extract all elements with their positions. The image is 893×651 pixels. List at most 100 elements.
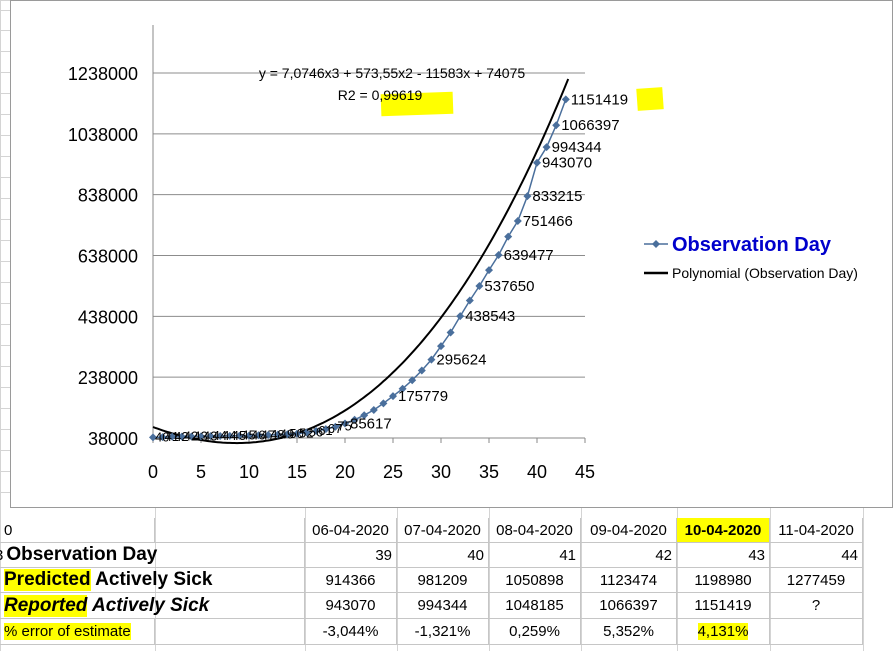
data-label: 42: [174, 429, 188, 444]
data-point: [235, 431, 244, 440]
x-tick-label: 0: [148, 462, 158, 482]
reported-cell[interactable]: 994344: [397, 593, 489, 619]
data-point: [293, 429, 301, 438]
date-header-cell[interactable]: 11-04-2020: [770, 518, 863, 543]
observation-day-cell[interactable]: 41: [489, 543, 581, 568]
data-point: [312, 427, 321, 436]
empty-cell[interactable]: [155, 619, 305, 645]
r2-highlight: [380, 91, 454, 117]
data-point: [389, 392, 397, 401]
data-point: [168, 432, 177, 441]
reported-cell[interactable]: 1066397: [581, 593, 677, 619]
legend[interactable]: Observation Day Polynomial (Observation …: [644, 234, 858, 281]
x-tick-label: 20: [335, 462, 355, 482]
data-label: 52: [299, 426, 313, 441]
data-point: [465, 296, 474, 305]
x-tick-label: 25: [383, 462, 403, 482]
data-label: 75: [337, 419, 351, 434]
error-value: -3,044%: [322, 623, 379, 640]
y-tick-label: 38000: [88, 429, 138, 449]
data-point: [273, 430, 282, 439]
legend-series-marker: [652, 240, 660, 248]
x-tick-label: 45: [575, 462, 595, 482]
predicted-cell[interactable]: 1123474: [581, 568, 677, 593]
data-point: [369, 406, 378, 415]
data-point: [379, 399, 388, 408]
x-tick-label: 35: [479, 462, 499, 482]
data-point: [206, 432, 215, 441]
observation-day-cell[interactable]: 42: [581, 543, 677, 568]
chart-area[interactable]: [10, 0, 893, 508]
x-tick-label: 30: [431, 462, 451, 482]
data-point: [216, 432, 225, 441]
y-tick-label: 1238000: [68, 64, 138, 84]
reported-cell[interactable]: 1048185: [489, 593, 581, 619]
predicted-cell[interactable]: 1277459: [770, 568, 863, 593]
date-header-cell[interactable]: 08-04-2020: [489, 518, 581, 543]
observation-day-label: Observation Day: [6, 544, 158, 565]
predicted-cell[interactable]: 981209: [397, 568, 489, 593]
reported-cell[interactable]: 943070: [305, 593, 397, 619]
error-cell[interactable]: 5,352%: [581, 619, 677, 645]
date-header-cell[interactable]: 09-04-2020: [581, 518, 677, 543]
data-point: [552, 121, 561, 130]
data-point: [513, 216, 522, 225]
data-point: [427, 355, 436, 364]
trendline: [152, 78, 570, 445]
data-point: [360, 411, 369, 420]
reported-label-highlight: Reported: [4, 594, 88, 617]
predicted-cell[interactable]: 1198980: [677, 568, 770, 593]
data-point: [350, 415, 359, 424]
data-point: [485, 266, 493, 275]
empty-cell[interactable]: [155, 518, 305, 543]
observation-day-cell[interactable]: 43: [677, 543, 770, 568]
data-point: [561, 95, 570, 104]
data-label: 61: [318, 423, 332, 438]
data-label: 833215: [532, 188, 582, 205]
data-point: [542, 143, 551, 152]
data-point: [494, 251, 503, 260]
row-label-predicted[interactable]: Predicted Actively Sick: [0, 568, 305, 593]
row-label-observation-day[interactable]: 3Observation Day: [0, 543, 305, 568]
data-point: [149, 433, 157, 442]
predicted-cell[interactable]: 1050898: [489, 568, 581, 593]
observation-day-cell[interactable]: 44: [770, 543, 863, 568]
data-label: 41: [165, 429, 179, 444]
data-point: [408, 376, 417, 385]
reported-cell[interactable]: ?: [770, 593, 863, 619]
data-label: 943070: [542, 155, 592, 172]
row-label-reported[interactable]: Reported Actively Sick: [0, 593, 305, 619]
date-header-cell[interactable]: 10-04-2020: [677, 518, 770, 543]
y-tick-label: 1038000: [68, 125, 138, 145]
y-tick-label: 638000: [78, 247, 138, 267]
series-line: [152, 99, 567, 439]
error-cell[interactable]: 0,259%: [489, 619, 581, 645]
legend-series-label: Observation Day: [672, 234, 832, 256]
data-label: 46: [251, 428, 265, 443]
predicted-cell[interactable]: 914366: [305, 568, 397, 593]
trendline-equation: y = 7,0746x3 + 573,55x2 - 11583x + 74075: [259, 65, 526, 81]
x-tick-label: 10: [239, 462, 259, 482]
date-header-cell[interactable]: 07-04-2020: [397, 518, 489, 543]
error-cell[interactable]: [770, 619, 863, 645]
date-header-cell[interactable]: 06-04-2020: [305, 518, 397, 543]
row-number-cell[interactable]: 0: [0, 518, 155, 543]
predicted-label-highlight: Predicted: [4, 569, 91, 591]
reported-label-rest: Actively Sick: [87, 594, 210, 616]
error-cell[interactable]: -3,044%: [305, 619, 397, 645]
data-label: 1066397: [561, 117, 619, 134]
data-point: [437, 342, 445, 351]
data-label: 45: [232, 428, 246, 443]
observation-day-cell[interactable]: 40: [397, 543, 489, 568]
data-point: [245, 431, 253, 440]
observation-day-cell[interactable]: 39: [305, 543, 397, 568]
row-label-error[interactable]: % error of estimate: [0, 619, 155, 645]
reported-cell[interactable]: 1151419: [677, 593, 770, 619]
data-label: 50: [289, 426, 303, 441]
data-point: [254, 431, 263, 440]
error-cell[interactable]: 4,131%: [677, 619, 770, 645]
data-label: 438543: [465, 308, 515, 325]
data-label: 48: [270, 427, 284, 442]
error-cell[interactable]: -1,321%: [397, 619, 489, 645]
error-value: 5,352%: [603, 623, 654, 640]
